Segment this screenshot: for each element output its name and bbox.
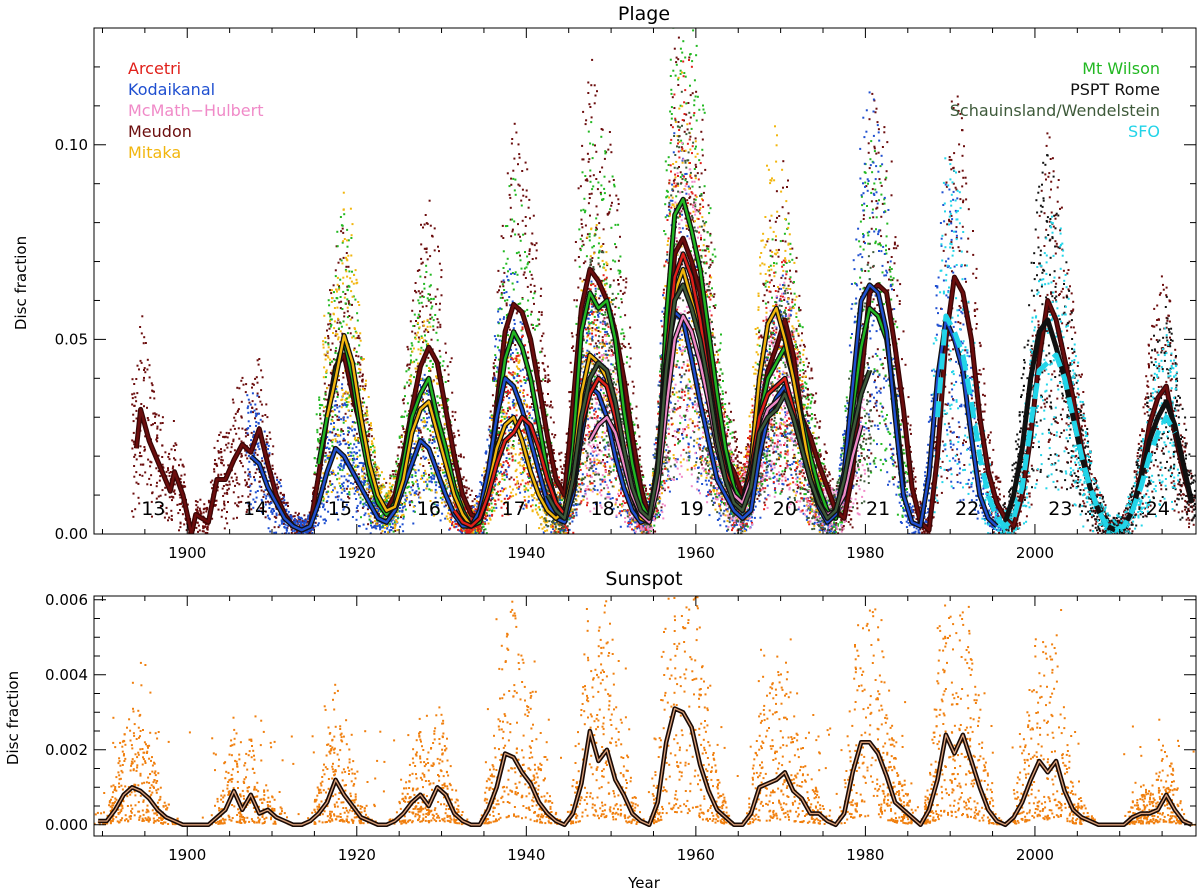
plage-y-tick-label: 0.00 <box>55 525 88 543</box>
cycle-label-22: 22 <box>955 498 979 520</box>
series-pspt-rome <box>1002 317 1195 533</box>
plage-legend-left: Arcetri Kodaikanal McMath−Hulbert Meudon Mit… <box>128 59 264 162</box>
cycle-label-18: 18 <box>591 498 615 520</box>
plage-y-tick-label: 0.05 <box>55 330 88 348</box>
legend-entry-schauinsland-wendelstein: Schauinsland/Wendelstein <box>950 101 1160 120</box>
plage-x-tick-label: 1900 <box>168 544 206 562</box>
legend-entry-sfo: SFO <box>1128 122 1160 141</box>
legend-entry-pspt-rome: PSPT Rome <box>1070 80 1160 99</box>
plage-title: Plage <box>618 3 670 25</box>
cycle-label-14: 14 <box>243 498 267 520</box>
sunspot-x-tick-label: 1940 <box>507 846 545 864</box>
cycle-label-23: 23 <box>1048 498 1072 520</box>
legend-entry-mitaka: Mitaka <box>128 143 181 162</box>
legend-entry-mcmath-hulbert: McMath−Hulbert <box>128 101 264 120</box>
line-kodaikanal <box>249 283 998 532</box>
sunspot-y-axis-label: Disc fraction <box>4 671 22 765</box>
series-sunspot-disc-fraction-annual <box>98 706 1193 828</box>
plage-panel: Plage Disc fraction 13 14 15 16 17 18 19 20 21 22… <box>12 3 1197 562</box>
plage-y-tick-label: 0.10 <box>55 136 88 154</box>
sunspot-axes: 1900 1920 1940 1960 1980 2000 0.000 0.002 0.004 0… <box>45 591 1197 864</box>
plage-series-lines <box>133 196 1195 534</box>
sunspot-y-tick-label: 0.004 <box>45 666 88 684</box>
sunspot-series-lines <box>98 706 1193 828</box>
cycle-label-20: 20 <box>773 498 797 520</box>
cycle-label-13: 13 <box>141 498 165 520</box>
plage-x-tick-label: 1920 <box>338 544 376 562</box>
cycle-label-21: 21 <box>866 498 890 520</box>
sunspot-x-tick-label: 1980 <box>846 846 884 864</box>
legend-entry-meudon: Meudon <box>128 122 192 141</box>
cycle-label-17: 17 <box>502 498 526 520</box>
line-pspt-rome <box>1004 318 1193 532</box>
sunspot-y-tick-label: 0.000 <box>45 816 88 834</box>
sunspot-x-tick-label: 1920 <box>338 846 376 864</box>
plage-plot-frame <box>93 27 1197 535</box>
line-schauinsland-wendelstein <box>546 283 871 520</box>
sunspot-y-tick-label: 0.006 <box>45 591 88 609</box>
sunspot-title: Sunspot <box>605 568 682 590</box>
cycle-label-19: 19 <box>680 498 704 520</box>
sunspot-y-tick-label: 0.002 <box>45 741 88 759</box>
plage-x-tick-label: 1980 <box>846 544 884 562</box>
legend-entry-arcetri: Arcetri <box>128 59 181 78</box>
series-sfo <box>935 313 1177 533</box>
plage-x-tick-label: 1960 <box>677 544 715 562</box>
sunspot-plot-frame <box>93 595 1197 837</box>
cycle-label-24: 24 <box>1146 498 1170 520</box>
plage-cycle-labels: 13 14 15 16 17 18 19 20 21 22 23 24 <box>141 498 1170 520</box>
series-kodaikanal <box>249 282 999 533</box>
plage-x-tick-label: 2000 <box>1016 544 1054 562</box>
series-schauinsland-wendelstein <box>545 282 872 521</box>
cycle-label-16: 16 <box>417 498 441 520</box>
legend-entry-mt-wilson: Mt Wilson <box>1082 59 1160 78</box>
sunspot-x-axis-label: Year <box>627 874 661 891</box>
legend-entry-kodaikanal: Kodaikanal <box>128 80 215 99</box>
cycle-label-15: 15 <box>328 498 352 520</box>
sunspot-x-tick-label: 1900 <box>168 846 206 864</box>
sunspot-x-tick-label: 1960 <box>677 846 715 864</box>
sunspot-x-tick-label: 2000 <box>1016 846 1054 864</box>
plage-legend-right: Mt Wilson PSPT Rome Schauinsland/Wendelste… <box>950 59 1160 141</box>
sunspot-panel: Sunspot Disc fraction Year 1900 1920 1940 1… <box>4 568 1197 891</box>
plage-x-tick-label: 1940 <box>507 544 545 562</box>
line-sunspot-disc-fraction-annual <box>98 707 1193 826</box>
line-sfo <box>935 313 1177 533</box>
plage-y-axis-label: Disc fraction <box>12 236 30 330</box>
